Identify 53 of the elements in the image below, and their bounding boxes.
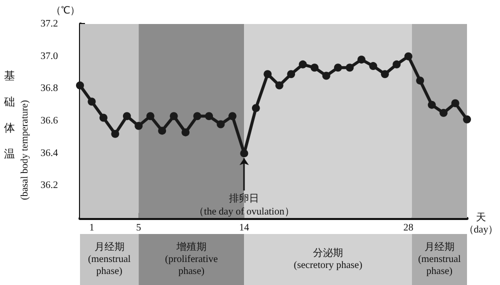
y-tick-label: 37.0	[40, 50, 58, 62]
point	[287, 70, 296, 78]
band-label: 分泌期 (secretory phase)	[294, 247, 362, 271]
band-label: 月经期 (menstrual phase)	[88, 241, 131, 277]
point	[416, 76, 424, 85]
point	[334, 64, 342, 72]
point	[451, 99, 460, 108]
x-tick-label: 1	[89, 222, 94, 234]
point	[170, 112, 178, 120]
annotation: （the day of ovulation）	[194, 206, 294, 218]
point	[205, 112, 213, 120]
text: （day）	[464, 224, 498, 236]
point	[440, 108, 448, 117]
point	[252, 104, 260, 112]
x-tick-label: 5	[136, 222, 142, 234]
y-tick-label: 36.8	[40, 83, 58, 94]
point	[322, 72, 330, 80]
band-label: 月经期 (menstrual phase)	[418, 241, 462, 277]
point	[88, 98, 96, 106]
point	[346, 64, 354, 72]
point	[404, 52, 412, 60]
x-tick-label: 28	[403, 222, 414, 234]
point	[275, 81, 284, 90]
y-tick-label: 36.2	[40, 180, 58, 192]
y-tick-label: 36.6	[40, 116, 58, 126]
point	[76, 81, 84, 90]
point	[182, 128, 190, 136]
y-tick-label: 36.4	[40, 148, 58, 159]
point	[264, 70, 272, 78]
point	[158, 126, 166, 135]
point	[228, 112, 236, 120]
point	[310, 64, 319, 72]
band-label: 增殖期 (proliferative phase)	[165, 241, 218, 277]
x-axis-title: 天	[476, 212, 486, 224]
point	[216, 120, 225, 128]
text: （℃）	[51, 6, 80, 16]
x-tick-label: 14	[239, 222, 250, 234]
point	[122, 112, 131, 120]
point	[392, 60, 401, 68]
y-tick-label: 37.2	[40, 18, 58, 30]
point	[428, 100, 436, 109]
point	[134, 122, 143, 130]
point	[463, 115, 471, 124]
point	[298, 60, 307, 68]
point	[380, 70, 389, 78]
point	[146, 112, 154, 120]
point	[369, 62, 378, 70]
point	[193, 112, 202, 120]
point	[99, 114, 108, 122]
point	[240, 149, 248, 158]
point	[357, 56, 366, 64]
annotation: 排卵日	[229, 192, 260, 205]
point	[111, 130, 120, 138]
